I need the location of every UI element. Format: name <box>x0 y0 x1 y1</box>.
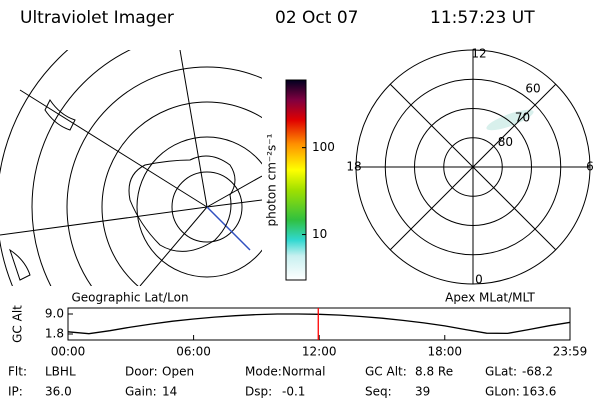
mlt-label: 6 <box>586 160 594 174</box>
status-value: 36.0 <box>45 385 72 399</box>
colorbar-scale <box>285 79 307 281</box>
status-label: Gain: <box>125 385 157 399</box>
lat-ring <box>384 78 562 256</box>
aurora <box>486 109 534 131</box>
colorbar-tick-label: 100 <box>312 140 335 154</box>
status-value: -0.1 <box>282 385 305 399</box>
status-value: 8.8 Re <box>415 365 453 379</box>
geo-label: Geographic Lat/Lon <box>71 291 188 305</box>
status-label: Door: <box>125 365 158 379</box>
colorbar: 10 100 <box>285 79 335 281</box>
status-value: Normal <box>282 365 325 379</box>
status-value: LBHL <box>45 365 76 379</box>
geo-map <box>0 50 262 286</box>
y-tick-label: 9.0 <box>45 307 64 321</box>
date: 02 Oct 07 <box>275 8 358 28</box>
spoke <box>389 83 557 251</box>
status-label: Mode: <box>245 365 282 379</box>
time: 11:57:23 UT <box>430 8 535 28</box>
x-tick-label: 00:00 <box>51 345 86 359</box>
lat-label: 80 <box>498 135 513 149</box>
status-label: Dsp: <box>245 385 272 399</box>
altitude-line <box>67 313 571 335</box>
x-tick-label: 12:00 <box>302 345 337 359</box>
status-value: -68.2 <box>522 365 553 379</box>
status-label: Seq: <box>365 385 392 399</box>
lat-label: 70 <box>515 111 530 125</box>
title: Ultraviolet Imager <box>20 8 174 28</box>
status-value: 14 <box>162 385 177 399</box>
status-label: GC Alt: <box>365 365 407 379</box>
lat-ring <box>443 137 503 197</box>
alt-y-label: GC Alt <box>11 305 25 343</box>
mlt-label: 18 <box>346 160 361 174</box>
colorbar-tick-label: 10 <box>312 227 327 241</box>
status-panel: Flt: LBHL Door: Open Mode: Normal GC Alt: 8.8 R… <box>8 365 556 399</box>
mlt-label: 0 <box>475 273 483 287</box>
lat-label: 60 <box>525 82 540 96</box>
x-tick-label: 06:00 <box>176 345 211 359</box>
mlt-label: 12 <box>471 47 486 61</box>
altitude-plot: 9.0 1.8 00:00 06:00 12:00 18:00 23:59 <box>45 307 587 359</box>
status-value: Open <box>162 365 194 379</box>
status-value: 163.6 <box>522 385 556 399</box>
status-label: GLat: <box>485 365 517 379</box>
status-label: Flt: <box>8 365 27 379</box>
status-value: 39 <box>415 385 430 399</box>
colorbar-unit: photon cm⁻²s⁻¹ <box>265 133 279 226</box>
lat-ring <box>414 108 532 226</box>
y-tick-label: 1.8 <box>45 327 64 341</box>
x-tick-label: 23:59 <box>553 345 588 359</box>
status-label: IP: <box>8 385 23 399</box>
status-label: GLon: <box>485 385 520 399</box>
x-tick-label: 18:00 <box>427 345 462 359</box>
mlt-label: Apex MLat/MLT <box>445 291 535 305</box>
